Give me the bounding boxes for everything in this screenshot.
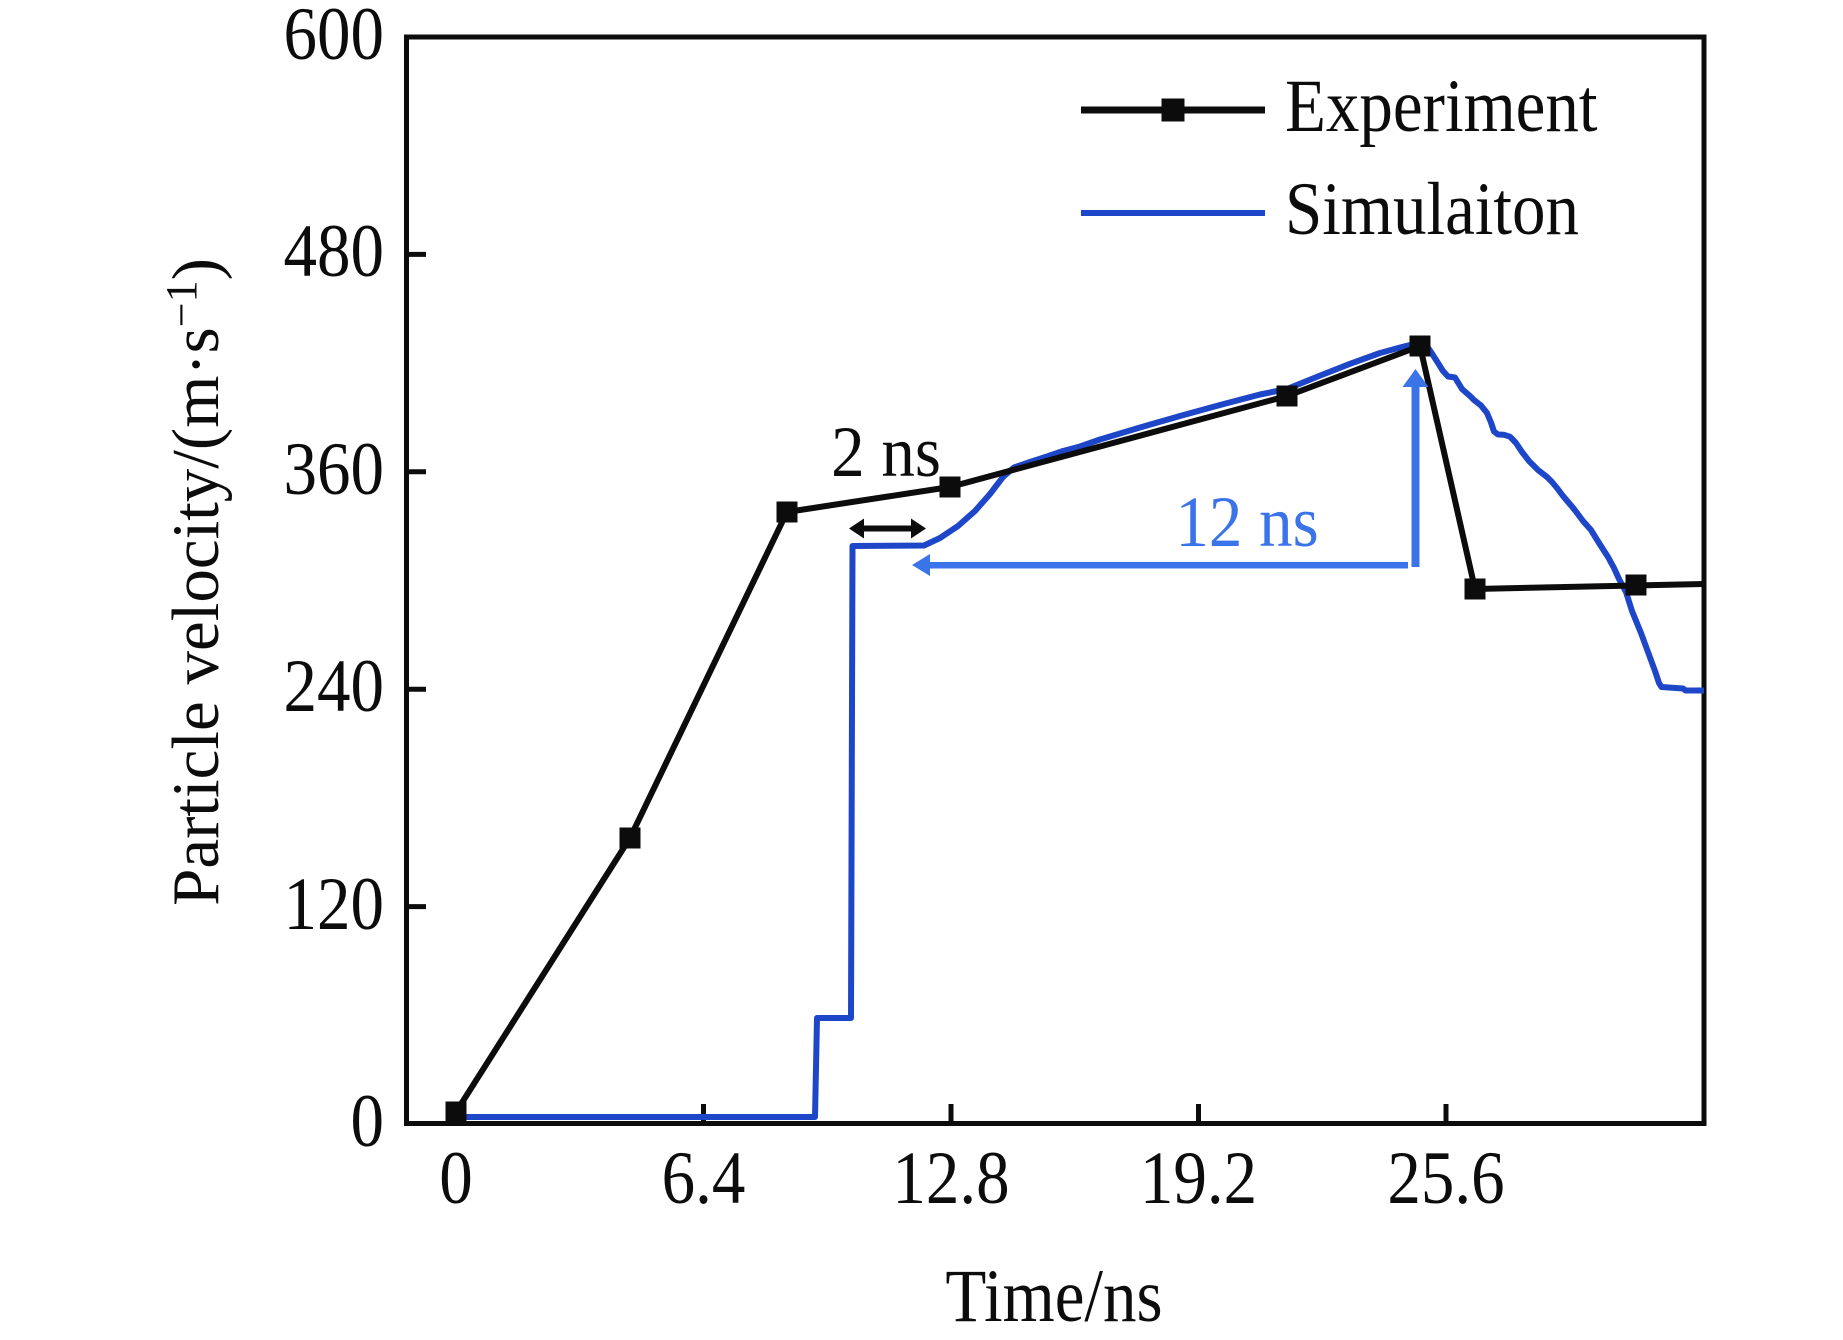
svg-text:19.2: 19.2 bbox=[1140, 1138, 1257, 1220]
svg-text:360: 360 bbox=[284, 429, 384, 511]
svg-text:0: 0 bbox=[351, 1081, 384, 1163]
svg-text:12 ns: 12 ns bbox=[1175, 483, 1318, 563]
svg-text:480: 480 bbox=[284, 211, 384, 293]
svg-text:12.8: 12.8 bbox=[892, 1138, 1009, 1220]
svg-text:Particle velocity/(m·s−1): Particle velocity/(m·s−1) bbox=[157, 258, 233, 906]
svg-text:25.6: 25.6 bbox=[1387, 1138, 1504, 1220]
svg-text:240: 240 bbox=[284, 646, 384, 728]
svg-text:Simulaiton: Simulaiton bbox=[1285, 169, 1579, 251]
svg-text:6.4: 6.4 bbox=[662, 1138, 746, 1220]
svg-text:Experiment: Experiment bbox=[1285, 66, 1598, 148]
svg-text:600: 600 bbox=[284, 0, 384, 76]
svg-text:120: 120 bbox=[284, 864, 384, 946]
svg-text:2 ns: 2 ns bbox=[831, 413, 941, 493]
svg-text:Time/ns: Time/ns bbox=[945, 1256, 1162, 1335]
svg-text:0: 0 bbox=[439, 1138, 472, 1220]
